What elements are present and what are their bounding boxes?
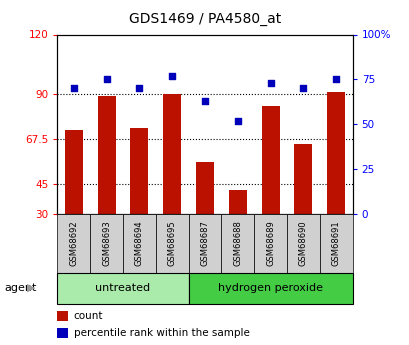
Text: GDS1469 / PA4580_at: GDS1469 / PA4580_at [128,12,281,26]
Text: GSM68687: GSM68687 [200,220,209,266]
Text: GSM68694: GSM68694 [135,220,144,266]
Bar [155,214,188,273]
Point [332,77,339,82]
Text: GSM68691: GSM68691 [331,220,340,266]
Point [136,86,142,91]
Bar [228,190,246,214]
Bar [57,273,188,304]
Text: GSM68689: GSM68689 [265,220,274,266]
Bar [326,92,344,214]
Text: GSM68695: GSM68695 [167,220,176,266]
Bar [57,310,67,321]
Bar [188,273,352,304]
Point [201,98,208,104]
Bar [286,214,319,273]
Bar [57,214,90,273]
Bar [123,214,155,273]
Point [169,73,175,79]
Text: ▶: ▶ [27,283,35,293]
Bar [196,162,213,214]
Text: percentile rank within the sample: percentile rank within the sample [74,328,249,338]
Bar [188,214,221,273]
Bar [294,144,312,214]
Bar [261,106,279,214]
Text: GSM68688: GSM68688 [233,220,242,266]
Point [234,118,240,124]
Bar [319,214,352,273]
Bar [254,214,286,273]
Bar [90,214,123,273]
Text: GSM68692: GSM68692 [69,220,78,266]
Text: GSM68693: GSM68693 [102,220,111,266]
Text: count: count [74,311,103,321]
Point [299,86,306,91]
Bar [57,328,67,338]
Text: GSM68690: GSM68690 [298,220,307,266]
Bar [163,94,181,214]
Text: untreated: untreated [95,283,150,293]
Bar [97,96,115,214]
Point [70,86,77,91]
Text: hydrogen peroxide: hydrogen peroxide [218,283,322,293]
Point [103,77,110,82]
Point [267,80,273,86]
Text: agent: agent [4,283,36,293]
Bar [130,128,148,214]
Bar [65,130,83,214]
Bar [221,214,254,273]
